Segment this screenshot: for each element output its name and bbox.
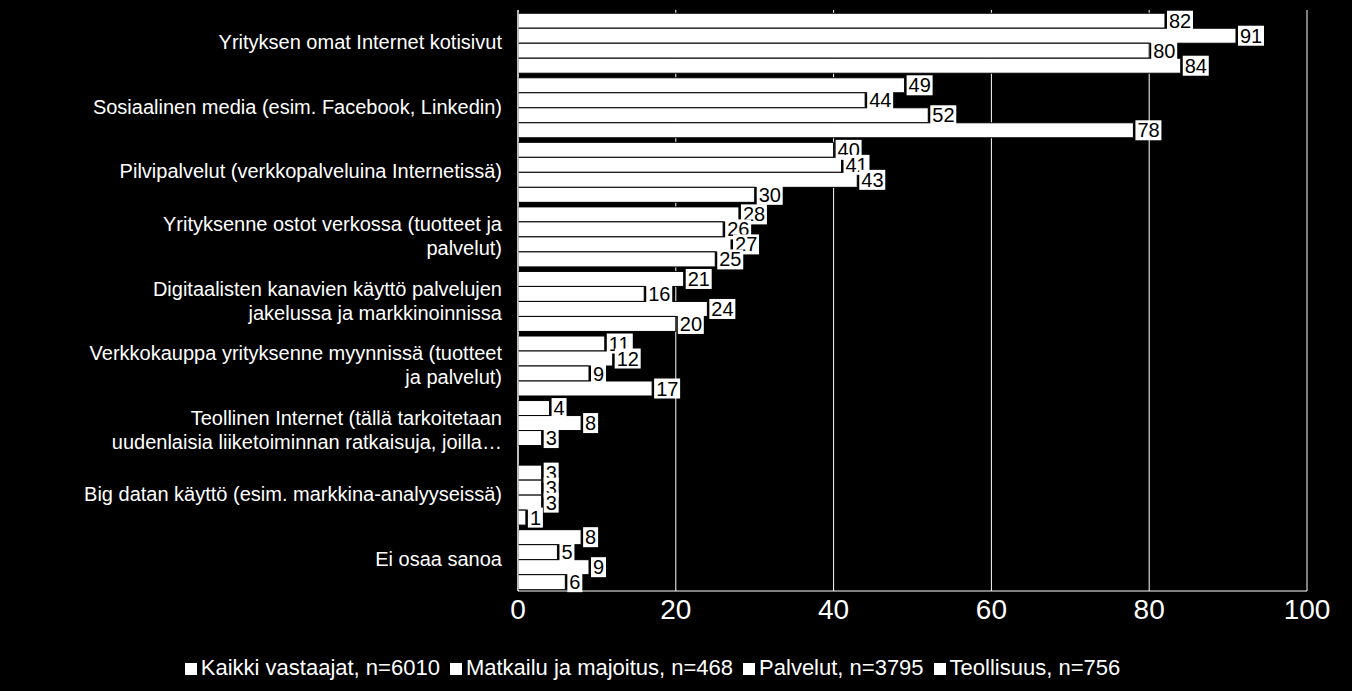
svg-text:3: 3: [546, 492, 557, 514]
svg-text:27: 27: [735, 233, 758, 256]
svg-text:3: 3: [545, 461, 557, 484]
svg-text:6: 6: [569, 571, 580, 593]
svg-text:Digitaalisten kanavien käyttö: Digitaalisten kanavien käyttö palvelujen: [153, 278, 502, 300]
svg-text:1: 1: [530, 507, 541, 529]
svg-text:4: 4: [554, 397, 565, 419]
svg-text:21: 21: [688, 268, 710, 290]
svg-text:jakelussa ja markkinoinnissa: jakelussa ja markkinoinnissa: [248, 302, 503, 324]
svg-text:9: 9: [593, 363, 604, 385]
svg-text:Yrityksen omat Internet kotisi: Yrityksen omat Internet kotisivut: [219, 31, 503, 53]
svg-text:20: 20: [680, 313, 702, 335]
svg-text:84: 84: [1185, 55, 1207, 77]
svg-text:Yrityksenne ostot verkossa (tu: Yrityksenne ostot verkossa (tuotteet ja: [163, 213, 503, 235]
html-text:Teollisuus, n=756: Teollisuus, n=756: [949, 655, 1121, 680]
html-text:Palvelut, n=3795: Palvelut, n=3795: [759, 655, 924, 680]
svg-text:Pilvipalvelut (verkkopalvelui: Pilvipalvelut (verkkopalveluina Internet…: [120, 160, 502, 182]
svg-text:palvelut): palvelut): [426, 237, 502, 259]
svg-text:5: 5: [561, 541, 572, 563]
svg-text:82: 82: [1169, 10, 1191, 32]
svg-text:80: 80: [1153, 40, 1175, 62]
svg-text:41: 41: [845, 153, 868, 176]
svg-text:49: 49: [909, 74, 931, 96]
svg-text:ja palvelut): ja palvelut): [404, 366, 502, 388]
svg-text:40: 40: [837, 138, 860, 161]
svg-text:24: 24: [711, 298, 733, 320]
svg-text:Teollinen Internet (tällä tark: Teollinen Internet (tällä tarkoitetaan: [191, 407, 502, 429]
svg-text:0: 0: [510, 594, 526, 625]
svg-text:91: 91: [1240, 25, 1262, 47]
svg-text:28: 28: [742, 203, 766, 226]
svg-text:40: 40: [818, 594, 849, 625]
svg-text:8: 8: [585, 412, 596, 434]
svg-text:3: 3: [545, 476, 557, 499]
svg-text:78: 78: [1137, 119, 1159, 141]
svg-text:25: 25: [719, 248, 741, 270]
svg-text:80: 80: [1134, 594, 1165, 625]
svg-text:44: 44: [869, 89, 891, 111]
svg-text:16: 16: [648, 283, 670, 305]
svg-text:60: 60: [976, 594, 1007, 625]
svg-text:3: 3: [546, 427, 557, 449]
html-text:Kaikki vastaajat, n=6010: Kaikki vastaajat, n=6010: [200, 655, 440, 680]
svg-text:26: 26: [727, 218, 750, 241]
svg-text:17: 17: [656, 378, 678, 400]
svg-text:8: 8: [585, 526, 596, 548]
svg-text:20: 20: [660, 594, 691, 625]
svg-text:uudenlaisia liiketoiminnan rat: uudenlaisia liiketoiminnan ratkaisuja, j…: [112, 431, 502, 453]
svg-text:30: 30: [759, 184, 781, 206]
svg-text:12: 12: [617, 348, 639, 370]
html-text:Matkailu ja majoitus, n=468: Matkailu ja majoitus, n=468: [465, 655, 734, 680]
svg-text:43: 43: [861, 169, 883, 191]
svg-text:Big datan käyttö (esim. markki: Big datan käyttö (esim. markkina-analyys…: [84, 483, 502, 505]
svg-text:100: 100: [1284, 594, 1331, 625]
svg-text:11: 11: [608, 332, 630, 355]
svg-text:Sosiaalinen media (esim. Faceb: Sosiaalinen media (esim. Facebook, Linke…: [93, 96, 502, 118]
svg-text:Ei osaa sanoa: Ei osaa sanoa: [375, 548, 503, 570]
svg-text:9: 9: [593, 556, 604, 578]
svg-text:Verkkokauppa yrityksenne myynn: Verkkokauppa yrityksenne myynnissä (tuot…: [90, 342, 503, 364]
svg-text:52: 52: [932, 104, 954, 126]
